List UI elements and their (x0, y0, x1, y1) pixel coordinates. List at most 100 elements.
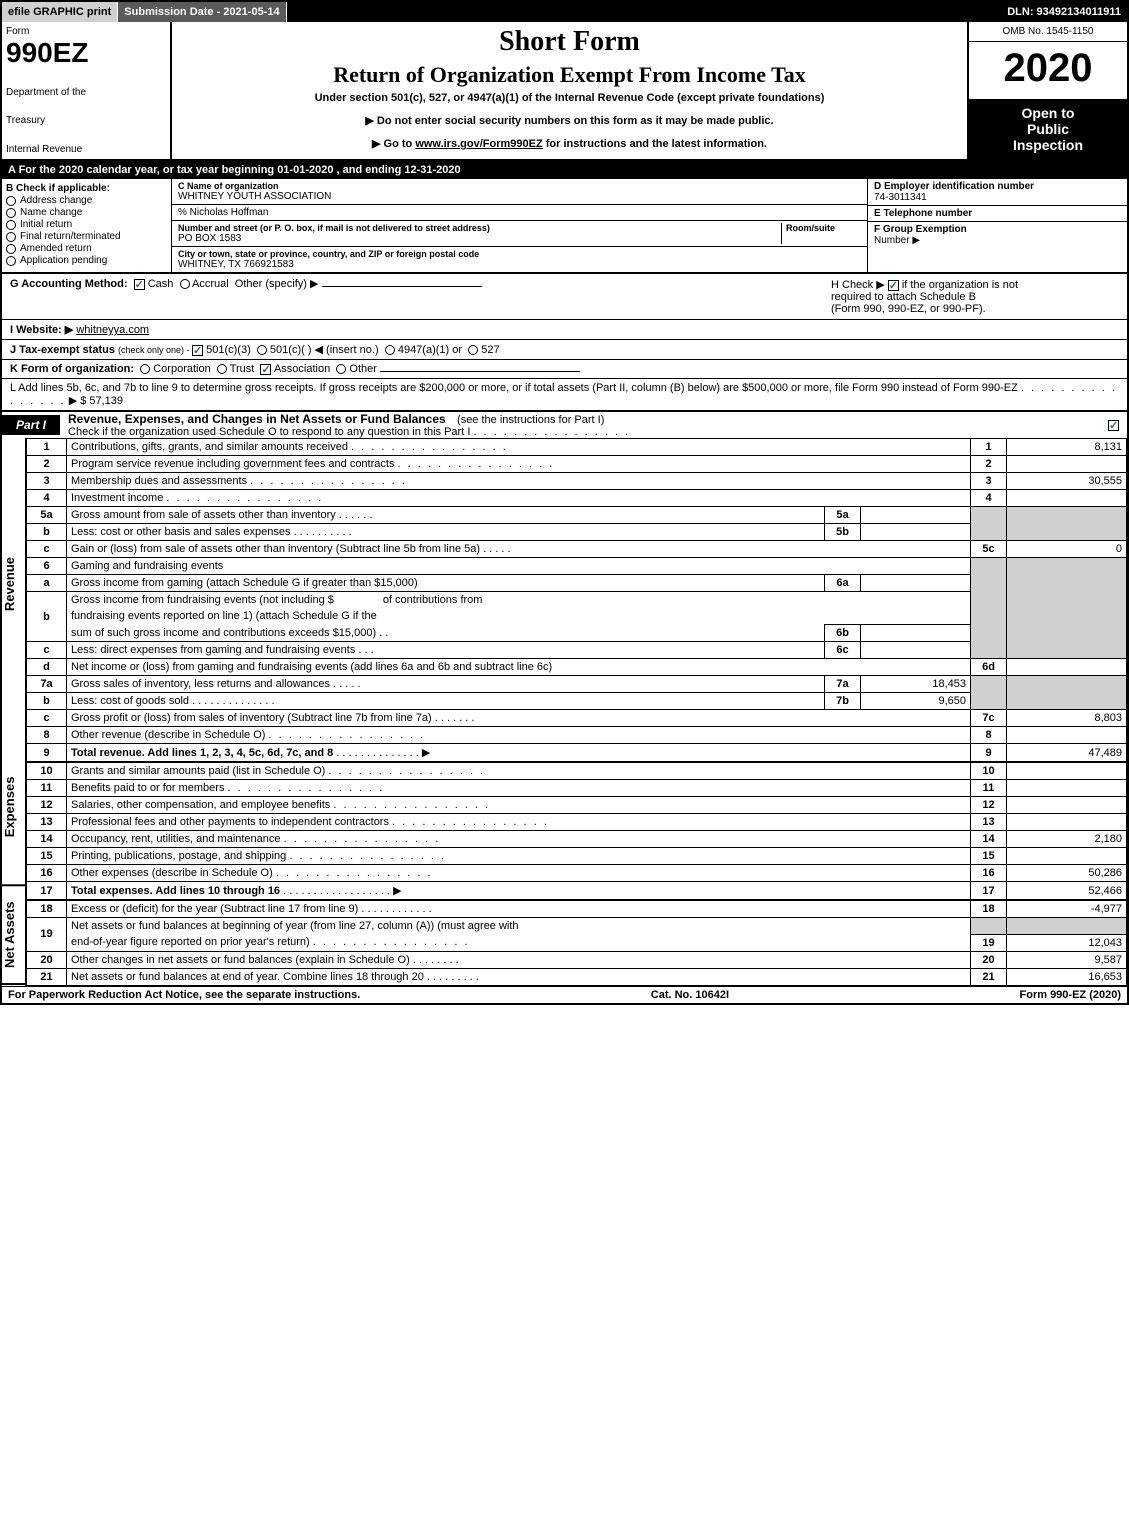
line-6d: dNet income or (loss) from gaming and fu… (27, 659, 1127, 676)
form-header: Form 990EZ Department of the Treasury In… (2, 22, 1127, 161)
line-1: 1Contributions, gifts, grants, and simil… (27, 439, 1127, 456)
submission-date: Submission Date - 2021-05-14 (118, 2, 286, 22)
section-g: G Accounting Method: Cash Accrual Other … (2, 274, 827, 319)
info-grid: B Check if applicable: Address change Na… (2, 179, 1127, 274)
org-name: WHITNEY YOUTH ASSOCIATION (178, 191, 861, 202)
line-15: 15Printing, publications, postage, and s… (27, 848, 1127, 865)
notice-2-post: for instructions and the latest informat… (543, 138, 767, 150)
cash-checkbox[interactable] (134, 279, 145, 290)
trust-radio[interactable] (217, 364, 227, 374)
omb-number: OMB No. 1545-1150 (969, 22, 1127, 42)
section-c: C Name of organization WHITNEY YOUTH ASS… (172, 179, 867, 272)
line-10: 10Grants and similar amounts paid (list … (27, 762, 1127, 780)
check-final-return[interactable]: Final return/terminated (6, 231, 167, 242)
form-number-box: Form 990EZ Department of the Treasury In… (2, 22, 172, 159)
line-6b-2: fundraising events reported on line 1) (… (27, 608, 1127, 625)
line-14: 14Occupancy, rent, utilities, and mainte… (27, 831, 1127, 848)
radio-icon (6, 196, 16, 206)
4947-radio[interactable] (385, 345, 395, 355)
main-title: Return of Organization Exempt From Incom… (180, 62, 959, 88)
check-amended[interactable]: Amended return (6, 243, 167, 254)
line-2: 2Program service revenue including gover… (27, 456, 1127, 473)
ein-cell: D Employer identification number 74-3011… (868, 179, 1127, 206)
radio-icon (6, 208, 16, 218)
section-g-label: G Accounting Method: (10, 278, 128, 290)
org-name-cell: C Name of organization WHITNEY YOUTH ASS… (172, 179, 867, 205)
radio-icon (6, 220, 16, 230)
website-value: whitneyya.com (76, 324, 149, 336)
radio-icon (6, 244, 16, 254)
other-radio[interactable] (336, 364, 346, 374)
section-a-banner: A For the 2020 calendar year, or tax yea… (2, 161, 1127, 179)
footer: For Paperwork Reduction Act Notice, see … (2, 986, 1127, 1003)
check-address-change[interactable]: Address change (6, 195, 167, 206)
address-cell: Number and street (or P. O. box, if mail… (172, 221, 867, 247)
form-number: 990EZ (6, 37, 166, 69)
ein-value: 74-3011341 (874, 192, 1121, 203)
top-bar: efile GRAPHIC print Submission Date - 20… (2, 2, 1127, 22)
city: WHITNEY, TX 766921583 (178, 259, 861, 270)
irs-link[interactable]: www.irs.gov/Form990EZ (415, 138, 542, 150)
line-19-2: end-of-year figure reported on prior yea… (27, 934, 1127, 951)
501c3-checkbox[interactable] (192, 345, 203, 356)
title-box: Short Form Return of Organization Exempt… (172, 22, 967, 159)
addr-label: Number and street (or P. O. box, if mail… (178, 223, 781, 233)
section-b-label: B Check if applicable: (6, 183, 167, 194)
line-7a: 7aGross sales of inventory, less returns… (27, 676, 1127, 693)
care-of-cell: % Nicholas Hoffman (172, 205, 867, 221)
501c-radio[interactable] (257, 345, 267, 355)
527-radio[interactable] (468, 345, 478, 355)
open-to-public: Open to Public Inspection (969, 99, 1127, 159)
check-initial-return[interactable]: Initial return (6, 219, 167, 230)
part-1-header: Part I Revenue, Expenses, and Changes in… (2, 411, 1127, 438)
section-i: I Website: ▶ whitneyya.com (2, 320, 1127, 340)
schedule-o-checkbox[interactable] (1108, 420, 1119, 431)
subtitle: Under section 501(c), 527, or 4947(a)(1)… (180, 92, 959, 104)
dept-line1: Department of the (6, 87, 166, 98)
line-6a: aGross income from gaming (attach Schedu… (27, 575, 1127, 592)
footer-right: Form 990-EZ (2020) (1020, 989, 1122, 1001)
ein-label: D Employer identification number (874, 181, 1121, 192)
section-b: B Check if applicable: Address change Na… (2, 179, 172, 272)
website-label: I Website: ▶ (10, 324, 73, 336)
footer-mid: Cat. No. 10642I (651, 989, 729, 1001)
form-word: Form (6, 26, 166, 37)
dln-number: DLN: 93492134011911 (1001, 2, 1127, 22)
line-6b: bGross income from fundraising events (n… (27, 592, 1127, 609)
radio-icon (6, 256, 16, 266)
assoc-checkbox[interactable] (260, 364, 271, 375)
open-line3: Inspection (975, 137, 1121, 153)
address: PO BOX 1583 (178, 233, 781, 244)
notice-2-pre: ▶ Go to (372, 138, 415, 150)
form-org-label: K Form of organization: (10, 363, 134, 375)
financial-table: 1Contributions, gifts, grants, and simil… (26, 438, 1127, 986)
line-5c: cGain or (loss) from sale of assets othe… (27, 541, 1127, 558)
corp-radio[interactable] (140, 364, 150, 374)
group-label: F Group Exemption (874, 224, 967, 235)
revenue-side-label: Revenue (2, 438, 25, 729)
line-3: 3Membership dues and assessments 330,555 (27, 473, 1127, 490)
line-5a: 5aGross amount from sale of assets other… (27, 507, 1127, 524)
efile-print-label: efile GRAPHIC print (2, 2, 118, 22)
phone-label: E Telephone number (874, 208, 1121, 219)
accrual-radio[interactable] (180, 279, 190, 289)
line-7c: cGross profit or (loss) from sales of in… (27, 710, 1127, 727)
schedule-b-checkbox[interactable] (888, 280, 899, 291)
org-name-label: C Name of organization (178, 181, 861, 191)
part-1-title: Revenue, Expenses, and Changes in Net As… (60, 412, 449, 426)
line-6: 6Gaming and fundraising events (27, 558, 1127, 575)
line-13: 13Professional fees and other payments t… (27, 814, 1127, 831)
line-4: 4Investment income 4 (27, 490, 1127, 507)
city-label: City or town, state or province, country… (178, 249, 861, 259)
check-application-pending[interactable]: Application pending (6, 255, 167, 266)
radio-icon (6, 232, 16, 242)
line-19: 19Net assets or fund balances at beginni… (27, 918, 1127, 935)
dept-line3: Internal Revenue (6, 144, 166, 155)
check-name-change[interactable]: Name change (6, 207, 167, 218)
section-j: J Tax-exempt status (check only one) - 5… (2, 340, 1127, 360)
part-1-note: (see the instructions for Part I) (449, 414, 604, 426)
footer-left: For Paperwork Reduction Act Notice, see … (8, 989, 360, 1001)
part-1-check-note: Check if the organization used Schedule … (60, 426, 470, 438)
room-label: Room/suite (786, 223, 861, 233)
side-labels: Revenue Expenses Net Assets (2, 438, 26, 986)
